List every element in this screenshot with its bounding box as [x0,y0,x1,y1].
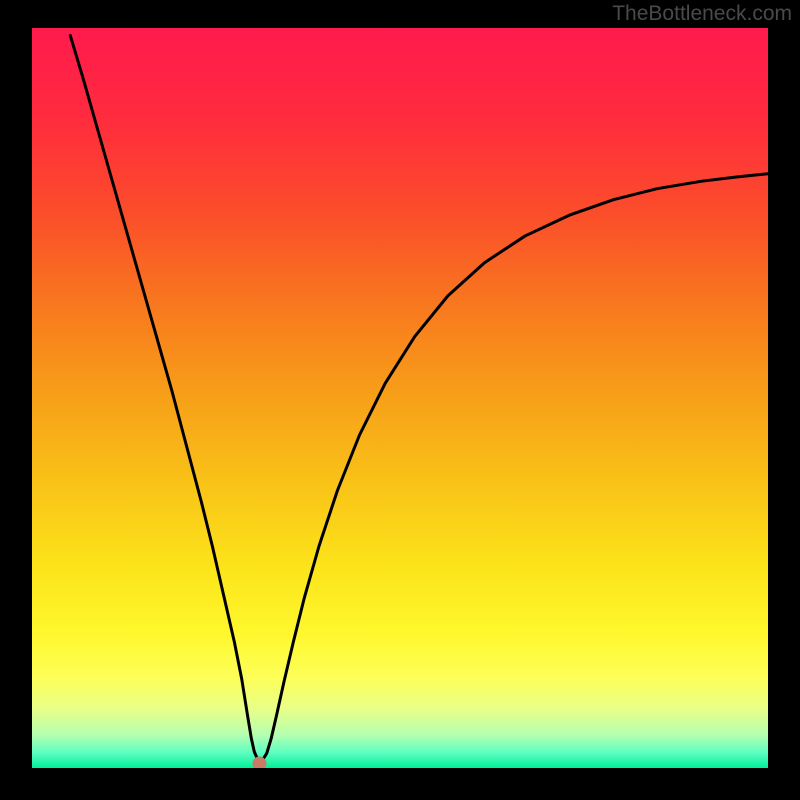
chart-plot-area [32,28,768,768]
gradient-background [32,28,768,768]
watermark-text: TheBottleneck.com [612,2,792,26]
bottleneck-curve-chart [32,28,768,768]
